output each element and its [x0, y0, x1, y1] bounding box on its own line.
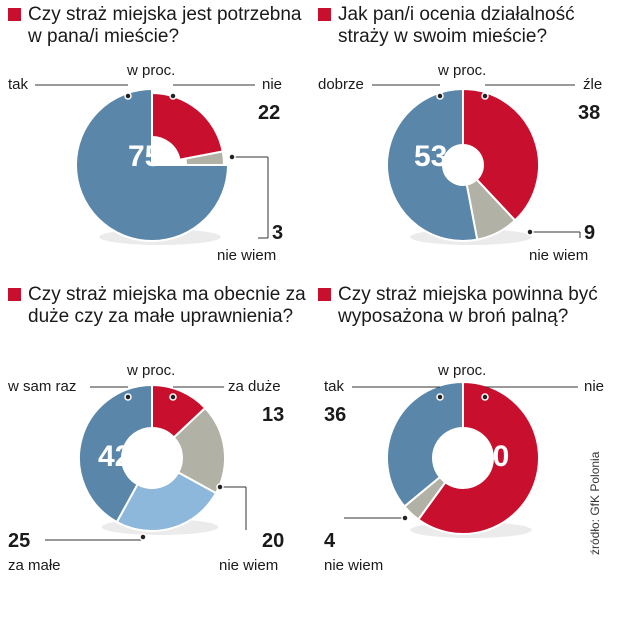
leader-dot-5 — [526, 228, 534, 236]
chart4-value-nie: 60 — [476, 440, 510, 473]
chart3-slice-3 — [78, 383, 153, 524]
red-square-icon — [8, 8, 21, 21]
chart4-label-tak: tak — [324, 378, 345, 395]
chart2-value-zle: 38 — [578, 102, 601, 124]
chart2-slice-0 — [462, 87, 540, 222]
chart3-label-zaduze: za duże — [228, 378, 281, 395]
chart2-unit: w proc. — [438, 62, 487, 79]
chart2-slice-2 — [386, 87, 479, 242]
chart1-value-nie: 22 — [258, 102, 281, 124]
chart4-value-tak: 36 — [324, 404, 347, 426]
chart4-label-nie: nie — [584, 378, 605, 395]
chart4-title: Czy straż miejska powinna być wyposażona… — [318, 284, 618, 328]
chart1-slice-2 — [75, 87, 230, 242]
chart1-value-tak: 75 — [128, 140, 162, 173]
leader-dot-12 — [401, 514, 409, 522]
leader-dot-11 — [481, 393, 489, 401]
leader-dot-7 — [169, 393, 177, 401]
chart2-label-dobrze: dobrze — [318, 76, 364, 93]
chart3-value-zamale: 25 — [8, 530, 31, 552]
chart3-label-zamale: za małe — [8, 557, 61, 574]
chart4-unit: w proc. — [438, 362, 487, 379]
leader-dot-8 — [216, 483, 224, 491]
chart3-label-niewiem: nie wiem — [219, 557, 279, 574]
chart3-value-wsamraz: 42 — [98, 440, 132, 473]
chart1-slice-0 — [151, 91, 224, 161]
leader-dot-2 — [228, 153, 236, 161]
chart3-slice-2 — [115, 471, 218, 532]
chart4-value-niewiem: 4 — [324, 530, 336, 552]
leader-dot-1 — [169, 92, 177, 100]
chart1-label-tak: tak — [8, 76, 29, 93]
red-square-icon — [318, 8, 331, 21]
red-square-icon — [8, 288, 21, 301]
leader-dot-3 — [436, 92, 444, 100]
chart1-value-niewiem: 3 — [272, 222, 284, 244]
leader-dot-10 — [436, 393, 444, 401]
chart2-title: Jak pan/i ocenia działalność straży w sw… — [318, 4, 618, 48]
chart4-slice-0 — [416, 380, 540, 535]
chart3-value-zaduze: 13 — [262, 404, 285, 426]
chart1-unit: w proc. — [127, 62, 176, 79]
chart2-label-zle: źle — [583, 76, 603, 93]
chart2-value-niewiem: 9 — [584, 222, 596, 244]
chart2-value-dobrze: 53 — [414, 140, 448, 173]
chart3-title: Czy straż miejska ma obecnie za duże czy… — [8, 284, 308, 328]
red-square-icon — [318, 288, 331, 301]
leader-dot-4 — [481, 92, 489, 100]
chart1-label-niewiem: nie wiem — [217, 247, 277, 264]
leader-dot-9 — [139, 533, 147, 541]
chart3-unit: w proc. — [127, 362, 176, 379]
chart4-label-niewiem: nie wiem — [324, 557, 384, 574]
chart1-title: Czy straż miejska jest potrzebna w pana/… — [8, 4, 308, 48]
chart2-label-niewiem: nie wiem — [529, 247, 589, 264]
chart3-label-wsamraz: w sam raz — [8, 378, 77, 395]
leader-dot-0 — [124, 92, 132, 100]
chart4-slice-2 — [386, 380, 464, 508]
leader-dot-6 — [124, 393, 132, 401]
chart3-value-niewiem: 20 — [262, 530, 285, 552]
source-note: źródło: GfK Polonia — [588, 451, 602, 555]
chart1-label-nie: nie — [262, 76, 283, 93]
